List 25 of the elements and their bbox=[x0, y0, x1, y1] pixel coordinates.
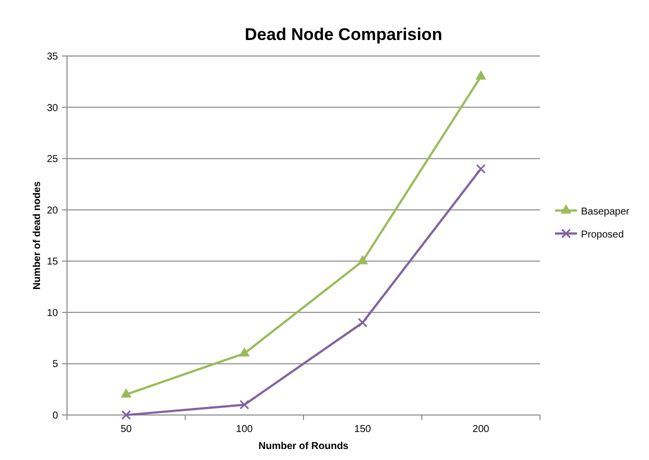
x-tick-label: 150 bbox=[354, 424, 372, 435]
chart-title: Dead Node Comparision bbox=[244, 25, 442, 44]
y-tick-label: 20 bbox=[46, 205, 58, 216]
point bbox=[240, 400, 250, 410]
y-tick-label: 30 bbox=[46, 102, 58, 114]
x-tick-label: 100 bbox=[236, 424, 254, 435]
y-tick-label: 0 bbox=[52, 410, 58, 422]
y-tick-label: 25 bbox=[46, 154, 58, 166]
x-axis-title: Number of Rounds bbox=[258, 441, 349, 452]
point bbox=[121, 410, 131, 420]
point bbox=[476, 70, 486, 80]
point bbox=[239, 347, 250, 357]
x-tick-label: 50 bbox=[120, 424, 132, 435]
y-tick-label: 35 bbox=[46, 52, 58, 62]
point bbox=[357, 254, 368, 264]
point bbox=[358, 318, 368, 328]
y-axis-title: Number of dead nodes bbox=[32, 180, 43, 290]
x-tick-label: 200 bbox=[472, 424, 490, 435]
legend-label: Proposed bbox=[581, 230, 624, 240]
legend-label: Basepaper bbox=[581, 206, 630, 218]
y-tick-label: 5 bbox=[52, 359, 58, 370]
point bbox=[476, 164, 486, 174]
y-tick-label: 15 bbox=[46, 256, 58, 268]
y-tick-label: 10 bbox=[46, 308, 58, 319]
point bbox=[120, 388, 132, 398]
